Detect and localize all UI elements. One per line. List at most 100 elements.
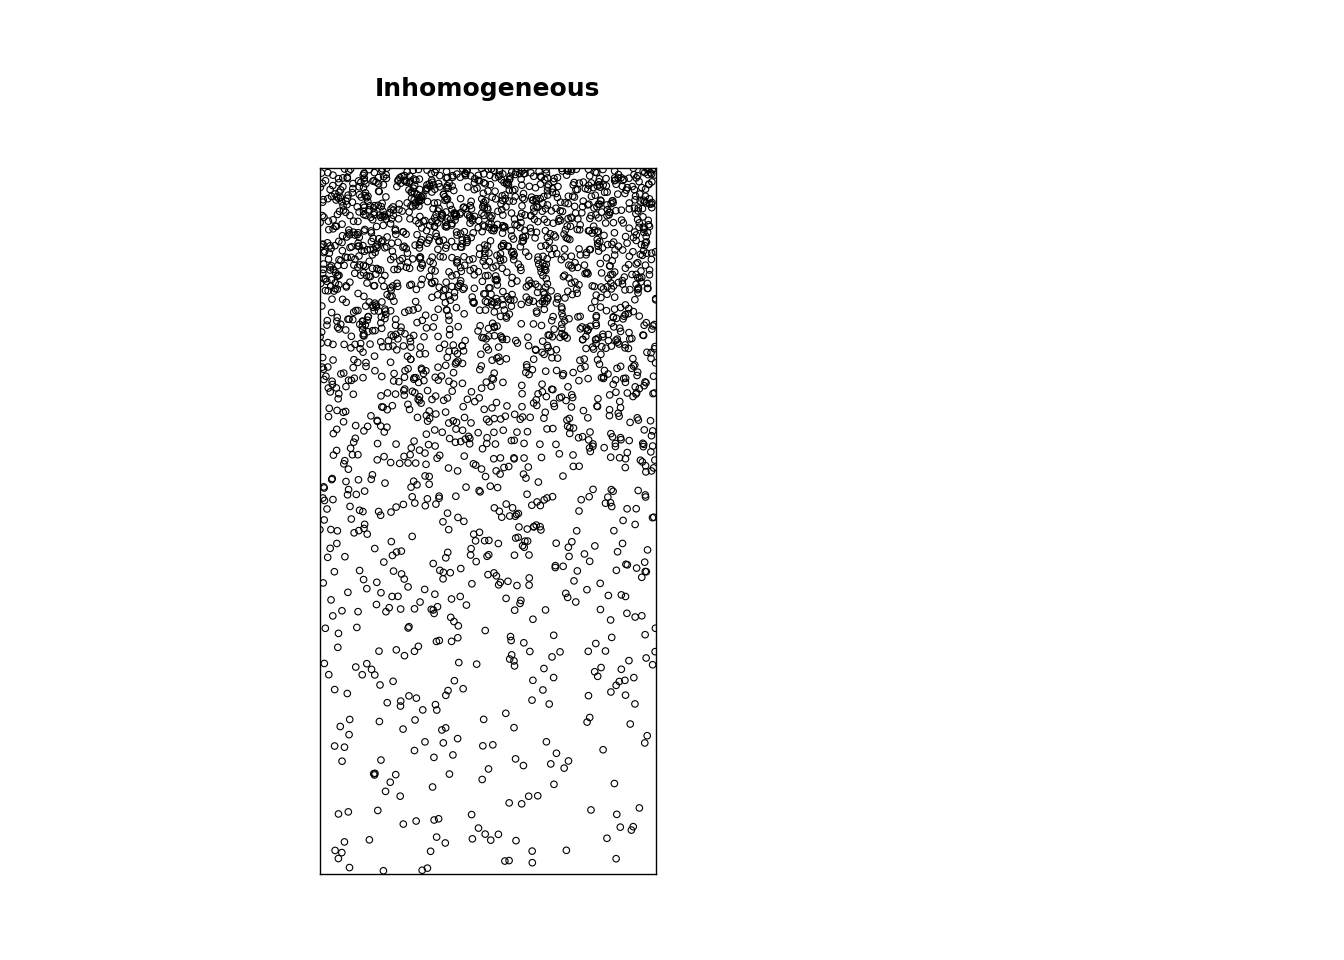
- Point: [558, 379, 579, 395]
- Point: [633, 318, 655, 333]
- Point: [390, 601, 411, 616]
- Point: [327, 268, 348, 283]
- Point: [407, 300, 429, 316]
- Point: [405, 370, 426, 385]
- Point: [462, 294, 484, 309]
- Point: [383, 366, 405, 381]
- Point: [587, 238, 609, 253]
- Point: [530, 519, 551, 535]
- Point: [612, 179, 633, 194]
- Point: [480, 280, 501, 296]
- Point: [456, 201, 477, 216]
- Point: [317, 252, 339, 267]
- Point: [409, 199, 430, 214]
- Point: [548, 390, 570, 405]
- Point: [317, 191, 339, 206]
- Point: [562, 390, 583, 405]
- Point: [399, 330, 421, 346]
- Point: [462, 526, 484, 541]
- Point: [517, 295, 539, 310]
- Point: [427, 195, 449, 210]
- Point: [563, 573, 585, 588]
- Point: [470, 160, 492, 176]
- Point: [487, 272, 508, 287]
- Point: [620, 331, 641, 347]
- Point: [491, 510, 512, 525]
- Point: [552, 204, 574, 219]
- Point: [602, 484, 624, 499]
- Point: [409, 237, 430, 252]
- Point: [446, 267, 468, 282]
- Point: [366, 597, 387, 612]
- Point: [403, 473, 425, 489]
- Point: [363, 766, 384, 781]
- Point: [534, 189, 555, 204]
- Point: [633, 225, 655, 240]
- Point: [641, 428, 663, 444]
- Point: [382, 289, 403, 304]
- Point: [590, 660, 612, 675]
- Point: [356, 656, 378, 671]
- Point: [435, 404, 457, 420]
- Point: [448, 630, 469, 645]
- Point: [446, 254, 468, 270]
- Point: [605, 332, 626, 348]
- Point: [321, 258, 343, 274]
- Point: [386, 437, 407, 452]
- Point: [470, 347, 492, 362]
- Point: [363, 278, 384, 294]
- Point: [578, 322, 599, 337]
- Point: [586, 309, 607, 324]
- Point: [309, 215, 331, 230]
- Point: [473, 286, 495, 301]
- Point: [569, 277, 590, 293]
- Point: [409, 190, 430, 205]
- Point: [386, 326, 407, 342]
- Point: [621, 179, 642, 194]
- Point: [464, 296, 485, 311]
- Point: [628, 255, 649, 271]
- Point: [597, 184, 618, 200]
- Point: [609, 394, 630, 409]
- Point: [401, 276, 422, 292]
- Point: [327, 258, 348, 274]
- Point: [468, 483, 489, 498]
- Point: [332, 198, 353, 213]
- Point: [364, 540, 386, 556]
- Point: [621, 331, 642, 347]
- Point: [431, 424, 453, 440]
- Point: [605, 852, 626, 867]
- Point: [620, 415, 641, 430]
- Point: [626, 365, 648, 380]
- Point: [433, 393, 454, 408]
- Point: [370, 419, 391, 434]
- Point: [347, 604, 368, 619]
- Point: [478, 328, 500, 344]
- Point: [492, 298, 513, 313]
- Point: [511, 796, 532, 811]
- Point: [511, 377, 532, 393]
- Point: [559, 219, 581, 234]
- Point: [504, 547, 526, 563]
- Point: [427, 204, 449, 219]
- Point: [610, 324, 632, 339]
- Point: [462, 456, 484, 471]
- Point: [452, 236, 473, 252]
- Point: [368, 643, 390, 659]
- Point: [343, 525, 364, 540]
- Point: [477, 761, 499, 777]
- Point: [317, 235, 339, 251]
- Point: [325, 192, 347, 207]
- Point: [633, 327, 655, 343]
- Point: [353, 423, 375, 439]
- Point: [493, 175, 515, 190]
- Point: [556, 218, 578, 233]
- Point: [425, 587, 446, 602]
- Point: [395, 241, 417, 256]
- Point: [540, 283, 562, 299]
- Point: [493, 238, 515, 253]
- Point: [552, 368, 574, 383]
- Point: [439, 322, 461, 337]
- Point: [461, 202, 482, 217]
- Point: [321, 305, 343, 321]
